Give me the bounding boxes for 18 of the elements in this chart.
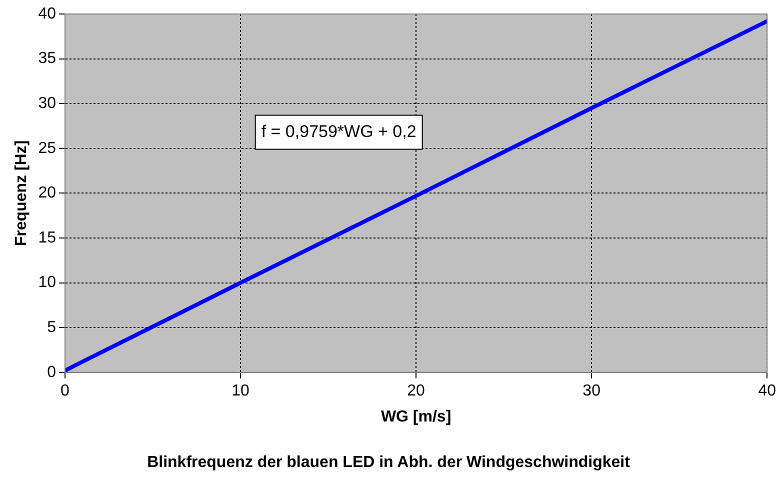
x-tick-label: 40 (758, 382, 776, 400)
x-tick-label: 0 (60, 382, 70, 400)
y-tick-label: 35 (38, 50, 56, 68)
y-tick-label: 15 (38, 229, 56, 246)
x-tick-label: 10 (232, 382, 250, 400)
y-tick-label: 20 (38, 184, 56, 202)
text: Blinkfrequenz der blauen LED in Abh. der Windgeschwindigkeit (147, 454, 631, 471)
y-tick-label: 5 (47, 319, 56, 336)
y-tick-label: 30 (38, 95, 56, 112)
x-axis-title: WG [m/s] (380, 408, 452, 426)
y-tick-label: 10 (38, 274, 56, 292)
y-tick-label: 40 (38, 5, 56, 22)
x-tick-label: 30 (582, 382, 601, 400)
annotation: f = 0,9759*WG + 0,2 (261, 122, 416, 141)
y-tick-label: 25 (38, 140, 56, 157)
y-tick-label: 0 (47, 364, 56, 381)
y-axis-title: Frequenz [Hz] (13, 140, 30, 246)
x-tick-label: 20 (407, 382, 426, 400)
